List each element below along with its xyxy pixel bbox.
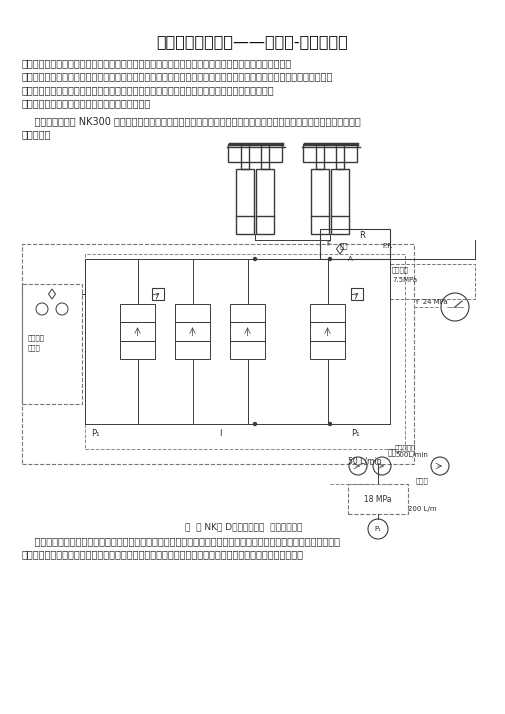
Bar <box>230 304 265 322</box>
Text: P₁: P₁ <box>91 429 99 438</box>
Bar <box>331 169 349 234</box>
Bar <box>336 144 344 169</box>
Text: 电磁阀: 电磁阀 <box>28 344 41 351</box>
Bar <box>175 341 210 359</box>
Text: 溢流: 溢流 <box>340 243 348 249</box>
Bar <box>85 254 405 449</box>
Bar <box>320 229 390 259</box>
Bar <box>120 304 155 322</box>
Circle shape <box>254 258 257 261</box>
Text: 平衡阀安装在变幅油缸的支撑油路上，是用以防止变幅下降速度因载荷重力作用大于供油使油流走的速度，该阀的结构: 平衡阀安装在变幅油缸的支撑油路上，是用以防止变幅下降速度因载荷重力作用大于供油使… <box>22 536 340 546</box>
Text: 距减小，起重量增大，变幅油缸缩回时情况相反。: 距减小，起重量增大，变幅油缸缩回时情况相反。 <box>22 99 152 109</box>
Bar <box>175 322 210 341</box>
Text: P₁: P₁ <box>351 429 359 438</box>
Text: 回收: 回收 <box>388 448 397 457</box>
Text: P₁: P₁ <box>375 526 381 532</box>
Text: 变幅系统液压回路一般由一个或两个油缸、平衡阀、主副溢流阀和三联控制阀组成，在这一整套基本独立: 变幅系统液压回路一般由一个或两个油缸、平衡阀、主副溢流阀和三联控制阀组成，在这一… <box>22 58 292 68</box>
Text: 下图所示是依据 NK300 型汽车起重机变幅液压系统，由两个后倾式双作用油缸、平衡阀、主副溢流阀和三联控制阀的右: 下图所示是依据 NK300 型汽车起重机变幅液压系统，由两个后倾式双作用油缸、平… <box>22 116 361 126</box>
Bar <box>348 484 408 514</box>
Text: I: I <box>219 429 221 438</box>
Text: 副高溢液缸: 副高溢液缸 <box>395 444 416 451</box>
Circle shape <box>328 423 331 426</box>
Text: 完整的液压回路结构中，平衡阀安装在油缸下部，使变幅油缸平稳下降，并防止油缸下沉，因此平衡阀与油缸连接油管一: 完整的液压回路结构中，平衡阀安装在油缸下部，使变幅油缸平稳下降，并防止油缸下沉，… <box>22 71 333 81</box>
Bar <box>228 144 282 162</box>
Text: 变幅系统液压回路——平衡阀-中国吊装网: 变幅系统液压回路——平衡阀-中国吊装网 <box>156 34 348 49</box>
Bar <box>230 341 265 359</box>
Text: 200 L/m: 200 L/m <box>408 506 437 512</box>
Text: A: A <box>347 256 352 262</box>
Text: 自动补压: 自动补压 <box>28 334 45 341</box>
Bar <box>310 304 345 322</box>
Bar <box>256 169 274 234</box>
Text: 7.5MPa: 7.5MPa <box>392 277 417 283</box>
Text: 副溢流阀: 副溢流阀 <box>392 266 409 273</box>
Circle shape <box>328 258 331 261</box>
Text: 18 MPa: 18 MPa <box>364 495 392 503</box>
Text: 定要采用高压钢管，以防软管破损相老化造成用猝然下跌，当变幅油缸伸出时，变幅角度增大，臂: 定要采用高压钢管，以防软管破损相老化造成用猝然下跌，当变幅油缸伸出时，变幅角度增… <box>22 85 275 95</box>
Bar <box>311 169 329 234</box>
Bar <box>152 288 164 300</box>
Text: 增压器: 增压器 <box>416 477 428 483</box>
Bar <box>390 264 475 299</box>
Bar <box>120 341 155 359</box>
Text: 联阀组成。: 联阀组成。 <box>22 129 52 139</box>
Bar <box>310 322 345 341</box>
Text: 作用如下图所示，在阀体内装有补偿滑阀和单向阀，补偿滑阀由弹簧的压力和作用于先导活塞的液控压控制。: 作用如下图所示，在阀体内装有补偿滑阀和单向阀，补偿滑阀由弹簧的压力和作用于先导活… <box>22 550 304 560</box>
Circle shape <box>254 423 257 426</box>
Bar <box>303 144 357 162</box>
Bar <box>316 144 324 169</box>
Text: R: R <box>359 231 365 240</box>
Text: P.P.: P.P. <box>382 243 392 249</box>
Bar <box>351 288 363 300</box>
Bar <box>310 341 345 359</box>
Bar <box>22 284 82 404</box>
Bar <box>120 322 155 341</box>
Bar <box>22 244 414 464</box>
Bar <box>261 144 269 169</box>
Text: Y  24 MPa: Y 24 MPa <box>414 299 448 305</box>
Text: 500L/min: 500L/min <box>395 452 428 458</box>
Text: 图  法 NK型 D型汽车起重机  机臂液压控制: 图 法 NK型 D型汽车起重机 机臂液压控制 <box>185 522 302 531</box>
Text: 50 L/min: 50 L/min <box>348 456 381 465</box>
Bar <box>230 322 265 341</box>
Bar <box>236 169 254 234</box>
Bar <box>241 144 249 169</box>
Bar <box>175 304 210 322</box>
Text: F: F <box>326 241 330 247</box>
